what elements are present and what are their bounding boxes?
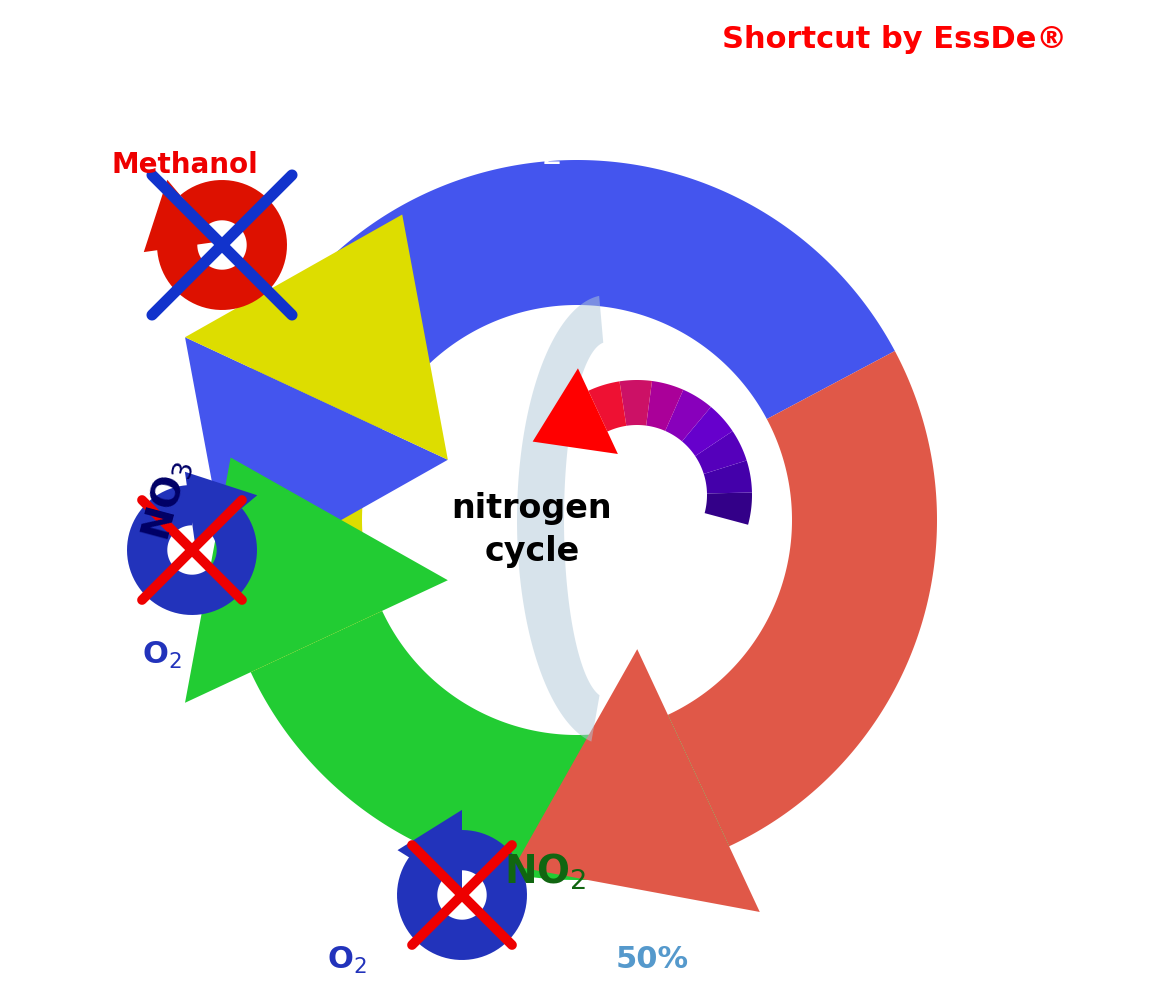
Polygon shape [533,368,617,454]
Polygon shape [185,472,257,547]
Text: NO$_2$: NO$_2$ [503,852,586,892]
Polygon shape [695,431,747,474]
Polygon shape [646,381,683,431]
Polygon shape [185,337,448,582]
Polygon shape [668,351,937,846]
Polygon shape [250,160,894,429]
Polygon shape [589,381,627,432]
Polygon shape [397,830,527,960]
Polygon shape [157,180,287,310]
Text: NO$_3$: NO$_3$ [137,455,197,545]
Polygon shape [515,649,759,912]
Polygon shape [682,407,733,456]
Text: Methanol: Methanol [112,151,258,179]
Polygon shape [185,458,448,703]
Polygon shape [217,368,382,672]
Polygon shape [620,380,652,426]
Polygon shape [250,611,729,880]
Polygon shape [127,485,257,615]
Text: O$_2$: O$_2$ [142,639,182,671]
Text: 50%: 50% [615,946,689,974]
Polygon shape [144,180,219,252]
Text: NH$_4$: NH$_4$ [952,455,1012,545]
Text: O$_2$: O$_2$ [327,944,367,976]
Polygon shape [665,390,711,441]
Polygon shape [397,810,462,890]
Polygon shape [705,492,752,525]
Polygon shape [704,460,752,493]
Text: N$_2$: N$_2$ [502,122,562,168]
Polygon shape [185,215,448,460]
Text: nitrogen
cycle: nitrogen cycle [451,492,613,568]
Text: Shortcut by EssDe®: Shortcut by EssDe® [722,25,1067,54]
Polygon shape [517,296,604,742]
